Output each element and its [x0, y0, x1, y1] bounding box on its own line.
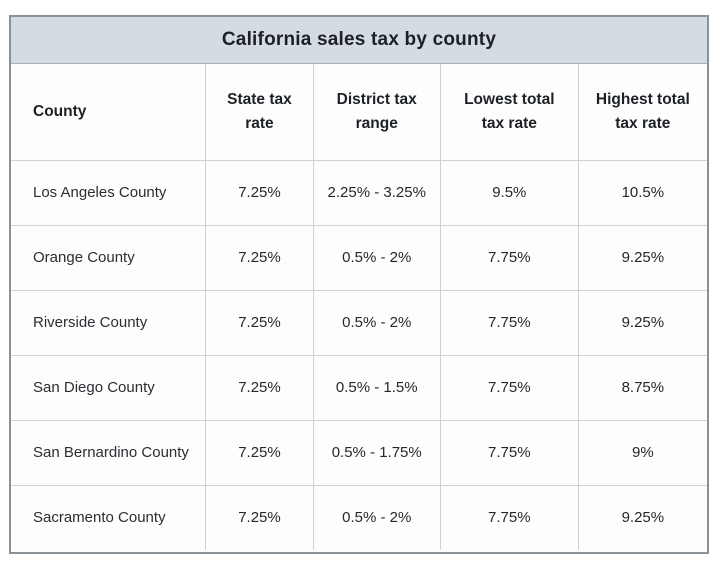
- cell-county: Riverside County: [11, 289, 206, 355]
- cell-district-tax-range: 0.5% - 1.75%: [312, 419, 441, 485]
- cell-county: San Bernardino County: [11, 419, 206, 485]
- cell-lowest-total-tax-rate: 7.75%: [439, 354, 579, 420]
- cell-lowest-total-tax-rate: 7.75%: [439, 289, 579, 355]
- cell-county: Los Angeles County: [11, 159, 206, 225]
- cell-highest-total-tax-rate: 9%: [577, 419, 707, 485]
- table-row-san-diego: San Diego County 7.25% 0.5% - 1.5% 7.75%…: [11, 354, 707, 420]
- cell-lowest-total-tax-rate: 7.75%: [439, 484, 579, 550]
- cell-district-tax-range: 0.5% - 2%: [312, 224, 441, 290]
- col-header-county: County: [11, 64, 206, 160]
- cell-lowest-total-tax-rate: 9.5%: [439, 159, 579, 225]
- col-header-highest-total-tax-rate: Highest total tax rate: [577, 64, 707, 160]
- table-title-bar: California sales tax by county: [11, 17, 707, 64]
- cell-highest-total-tax-rate: 10.5%: [577, 159, 707, 225]
- cell-district-tax-range: 0.5% - 2%: [312, 289, 441, 355]
- cell-state-tax-rate: 7.25%: [205, 289, 314, 355]
- table-row-los-angeles: Los Angeles County 7.25% 2.25% - 3.25% 9…: [11, 159, 707, 225]
- cell-highest-total-tax-rate: 8.75%: [577, 354, 707, 420]
- header-row: County State tax rate District tax range…: [11, 64, 707, 160]
- table-row-riverside: Riverside County 7.25% 0.5% - 2% 7.75% 9…: [11, 289, 707, 355]
- cell-county: Sacramento County: [11, 484, 206, 550]
- sales-tax-table: County State tax rate District tax range…: [11, 64, 707, 550]
- table-row-sacramento: Sacramento County 7.25% 0.5% - 2% 7.75% …: [11, 484, 707, 550]
- cell-state-tax-rate: 7.25%: [205, 224, 314, 290]
- cell-state-tax-rate: 7.25%: [205, 159, 314, 225]
- cell-highest-total-tax-rate: 9.25%: [577, 289, 707, 355]
- cell-district-tax-range: 0.5% - 2%: [312, 484, 441, 550]
- cell-lowest-total-tax-rate: 7.75%: [439, 419, 579, 485]
- sales-tax-table-card: California sales tax by county County St…: [9, 15, 709, 554]
- cell-district-tax-range: 0.5% - 1.5%: [312, 354, 441, 420]
- cell-county: Orange County: [11, 224, 206, 290]
- col-header-state-tax-rate: State tax rate: [205, 64, 314, 160]
- cell-state-tax-rate: 7.25%: [205, 419, 314, 485]
- cell-highest-total-tax-rate: 9.25%: [577, 224, 707, 290]
- table-title: California sales tax by county: [221, 29, 497, 50]
- cell-state-tax-rate: 7.25%: [205, 354, 314, 420]
- cell-lowest-total-tax-rate: 7.75%: [439, 224, 579, 290]
- table-row-orange: Orange County 7.25% 0.5% - 2% 7.75% 9.25…: [11, 224, 707, 290]
- cell-state-tax-rate: 7.25%: [205, 484, 314, 550]
- col-header-district-tax-range: District tax range: [312, 64, 441, 160]
- table-row-san-bernardino: San Bernardino County 7.25% 0.5% - 1.75%…: [11, 419, 707, 485]
- cell-highest-total-tax-rate: 9.25%: [577, 484, 707, 550]
- cell-district-tax-range: 2.25% - 3.25%: [312, 159, 441, 225]
- col-header-lowest-total-tax-rate: Lowest total tax rate: [439, 64, 579, 160]
- cell-county: San Diego County: [11, 354, 206, 420]
